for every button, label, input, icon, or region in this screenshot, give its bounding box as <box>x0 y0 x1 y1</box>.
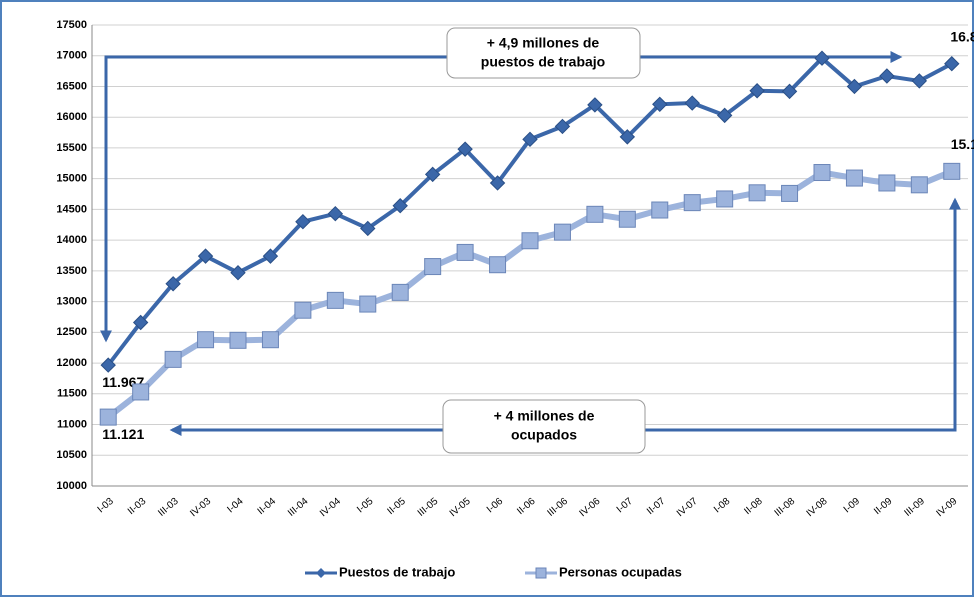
marker <box>652 96 668 112</box>
marker <box>294 301 312 319</box>
marker <box>684 95 700 111</box>
marker <box>295 213 311 230</box>
marker <box>814 50 830 66</box>
legend-marker <box>535 567 547 579</box>
legend-marker <box>316 568 326 578</box>
y-tick-label: 11000 <box>57 418 87 430</box>
y-tick-label: 16000 <box>56 111 87 123</box>
marker <box>521 232 539 250</box>
marker <box>132 314 149 331</box>
y-tick-label: 13500 <box>56 265 87 277</box>
annotation: ocupados <box>511 427 577 443</box>
marker <box>359 295 377 313</box>
y-tick-label: 14500 <box>56 203 87 215</box>
marker <box>845 169 863 187</box>
y-tick-label: 10500 <box>56 449 87 461</box>
marker <box>748 184 766 202</box>
y-tick-label: 17500 <box>56 19 87 31</box>
marker <box>781 83 798 100</box>
y-tick-label: 16500 <box>56 80 87 92</box>
marker <box>781 184 799 202</box>
marker <box>878 174 896 192</box>
marker <box>456 243 474 261</box>
marker <box>489 256 507 274</box>
marker <box>197 248 214 264</box>
annotation-box <box>446 27 641 79</box>
marker <box>944 56 960 72</box>
marker <box>391 283 409 301</box>
annotation: + 4,9 millones de <box>487 35 600 51</box>
marker <box>132 383 150 401</box>
marker <box>813 164 831 182</box>
data-label: 11.121 <box>102 426 144 442</box>
marker <box>553 223 571 241</box>
marker <box>424 258 442 276</box>
marker <box>911 73 928 89</box>
marker <box>229 331 247 349</box>
marker <box>683 194 701 212</box>
marker <box>749 83 765 99</box>
marker <box>716 190 734 208</box>
marker <box>587 97 603 113</box>
marker <box>262 248 279 264</box>
marker <box>457 141 473 157</box>
legend-label: Personas ocupadas <box>559 564 682 579</box>
marker <box>618 210 636 228</box>
marker <box>230 265 246 281</box>
marker <box>392 198 408 214</box>
marker <box>261 331 279 349</box>
marker <box>197 331 215 349</box>
marker <box>164 350 182 368</box>
marker <box>326 291 344 309</box>
marker <box>99 408 117 426</box>
marker <box>619 129 636 145</box>
marker <box>910 176 928 194</box>
marker <box>554 118 571 135</box>
legend-label: Puestos de trabajo <box>339 564 455 579</box>
y-tick-label: 14000 <box>56 234 87 246</box>
marker <box>846 78 863 95</box>
y-tick-label: 17000 <box>56 50 87 62</box>
marker <box>716 107 733 124</box>
marker <box>165 276 181 292</box>
marker <box>651 201 669 219</box>
marker <box>586 205 604 223</box>
y-tick-label: 15500 <box>56 142 87 154</box>
y-tick-label: 12000 <box>56 357 87 369</box>
y-tick-label: 12500 <box>56 326 87 338</box>
marker <box>522 131 538 148</box>
marker <box>879 68 895 84</box>
marker <box>424 166 441 183</box>
y-tick-label: 13000 <box>56 296 87 308</box>
y-tick-label: 10000 <box>56 480 87 492</box>
annotation: puestos de trabajo <box>481 54 605 70</box>
data-label: 16.870 <box>950 28 974 44</box>
marker <box>100 357 116 373</box>
annotation-box <box>442 399 646 454</box>
marker <box>360 220 376 237</box>
marker <box>489 175 506 191</box>
marker <box>943 162 961 180</box>
data-label: 15.119 <box>951 136 974 152</box>
annotation: + 4 millones de <box>494 408 595 424</box>
y-tick-label: 15000 <box>56 173 87 185</box>
marker <box>327 205 344 222</box>
y-tick-label: 11500 <box>57 388 87 400</box>
